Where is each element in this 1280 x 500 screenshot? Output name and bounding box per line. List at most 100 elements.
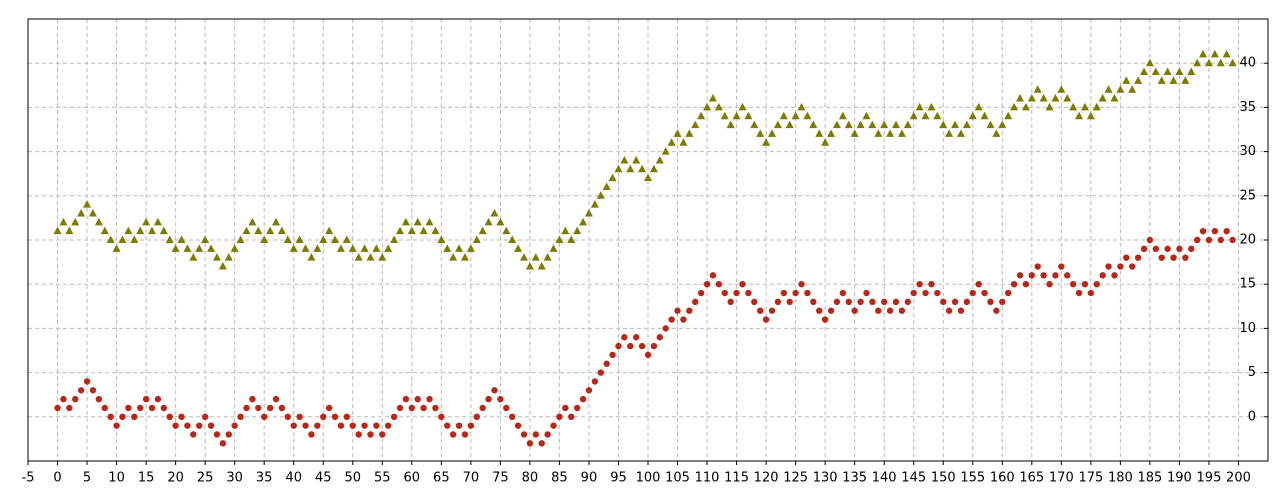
point — [1045, 102, 1054, 111]
point — [674, 307, 681, 314]
point — [750, 120, 759, 129]
point — [874, 129, 883, 137]
point — [508, 413, 516, 420]
x-tick-label: 105 — [665, 471, 690, 486]
point — [1040, 272, 1047, 279]
point — [1028, 272, 1036, 279]
point — [968, 111, 977, 120]
x-tick-label: 90 — [581, 471, 598, 486]
point — [136, 226, 145, 235]
point — [1223, 227, 1230, 235]
point — [833, 298, 841, 306]
x-tick-label: 10 — [108, 471, 125, 486]
point — [213, 431, 221, 438]
x-tick-label: 145 — [901, 471, 926, 486]
point — [479, 404, 486, 412]
point — [1128, 85, 1137, 93]
x-tick-label: 100 — [636, 471, 661, 486]
point — [1016, 94, 1024, 102]
point — [779, 111, 788, 120]
point — [212, 253, 221, 261]
point — [266, 404, 274, 412]
point — [473, 413, 480, 420]
point — [538, 440, 545, 447]
x-tick-label: 120 — [754, 471, 779, 486]
point — [290, 422, 297, 429]
point — [726, 120, 735, 129]
point — [491, 387, 498, 394]
point — [189, 253, 198, 261]
point — [1116, 85, 1125, 93]
x-tick-label: 35 — [256, 471, 273, 486]
point — [791, 111, 800, 120]
x-tick-label: 40 — [285, 471, 302, 486]
point — [242, 226, 251, 235]
point — [112, 244, 121, 252]
point — [827, 129, 836, 137]
point — [774, 298, 782, 306]
y-tick-label: 5 — [1248, 365, 1256, 380]
point — [868, 120, 877, 129]
x-tick-label: 0 — [53, 471, 61, 486]
point — [342, 235, 351, 243]
point — [638, 164, 647, 173]
point — [609, 351, 616, 359]
point — [313, 244, 322, 252]
point — [255, 404, 262, 412]
point — [1092, 102, 1101, 111]
point — [508, 235, 517, 243]
x-tick-label: 130 — [813, 471, 838, 486]
point — [166, 413, 173, 420]
point — [981, 289, 988, 297]
point — [608, 173, 617, 182]
point — [798, 281, 805, 288]
point — [230, 244, 239, 252]
point — [66, 404, 73, 412]
point — [349, 422, 356, 429]
point — [1033, 85, 1042, 93]
point — [951, 298, 959, 306]
point — [939, 120, 948, 129]
point — [856, 120, 865, 129]
point — [809, 120, 818, 129]
point — [130, 235, 139, 243]
point — [543, 253, 552, 261]
point — [1188, 245, 1195, 253]
point — [131, 413, 138, 420]
point — [178, 413, 185, 420]
point — [1086, 111, 1095, 120]
point — [980, 111, 989, 120]
point — [1145, 58, 1154, 67]
point — [810, 298, 817, 306]
point — [148, 226, 156, 235]
point — [733, 289, 740, 297]
point — [1204, 58, 1213, 67]
point — [544, 431, 551, 438]
point — [295, 235, 304, 243]
point — [396, 404, 404, 412]
x-tick-label: 200 — [1226, 471, 1251, 486]
point — [756, 307, 764, 314]
point — [472, 235, 481, 243]
point — [1016, 272, 1024, 279]
x-tick-label: 190 — [1167, 471, 1192, 486]
point — [496, 217, 505, 226]
point — [449, 253, 458, 261]
point — [821, 138, 830, 146]
point — [196, 422, 203, 429]
point — [201, 413, 209, 420]
point — [880, 120, 889, 129]
x-tick-label: 20 — [167, 471, 184, 486]
x-tick-label: 95 — [610, 471, 627, 486]
x-tick-label: 155 — [960, 471, 985, 486]
point — [963, 298, 971, 306]
point — [1069, 281, 1077, 288]
point — [420, 404, 427, 412]
x-tick-label: 125 — [783, 471, 808, 486]
point — [720, 111, 729, 120]
point — [177, 235, 186, 243]
point — [744, 111, 753, 120]
point — [550, 422, 557, 429]
point — [762, 316, 770, 323]
